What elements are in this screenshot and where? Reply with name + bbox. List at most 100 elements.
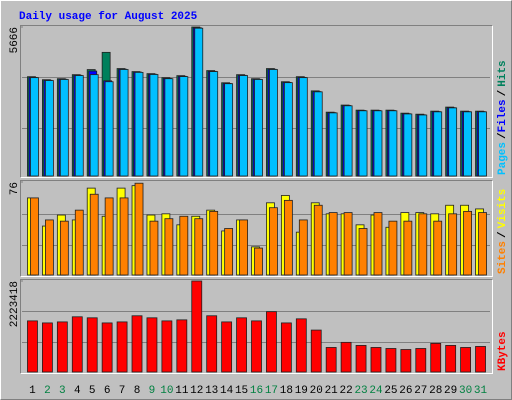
legend-entry: Pages (497, 142, 509, 175)
x-tick-label: 30 (459, 385, 472, 397)
x-tick-label: 14 (220, 385, 234, 397)
bar (403, 220, 413, 276)
x-tick-label: 28 (429, 385, 442, 397)
panel-shadow (20, 180, 493, 277)
bar (239, 75, 248, 177)
bar (42, 322, 53, 373)
bar (131, 315, 143, 373)
x-tick-label: 21 (325, 385, 339, 397)
bar (373, 212, 383, 276)
bar (269, 207, 278, 276)
bar (370, 347, 382, 373)
bar (86, 317, 98, 373)
bar (433, 220, 443, 276)
bar (448, 213, 458, 276)
bar (59, 79, 69, 177)
bar (325, 347, 337, 373)
x-tick-label: 11 (175, 385, 189, 397)
bar (295, 318, 307, 373)
bar (146, 317, 158, 373)
bar (71, 316, 83, 373)
bar (149, 74, 159, 177)
legend: Pages/Files/Hits (497, 60, 509, 175)
x-tick-label: 24 (369, 385, 383, 397)
bar (355, 345, 367, 373)
x-tick-label: 19 (295, 385, 308, 397)
x-tick-label: 15 (235, 385, 248, 397)
bar (298, 77, 308, 177)
bar (430, 342, 442, 373)
bar (388, 220, 398, 276)
bar (385, 348, 397, 373)
bar (269, 69, 278, 177)
bar (254, 247, 263, 276)
x-tick-label: 26 (399, 385, 412, 397)
bar (463, 111, 472, 177)
legend-entry: Visits (497, 189, 509, 229)
x-tick-label: 5 (89, 385, 96, 397)
x-tick-label: 31 (474, 385, 488, 397)
bar (194, 218, 204, 276)
bar (478, 111, 487, 177)
bar (224, 228, 234, 276)
legend-entry: Sites (497, 241, 509, 274)
bar (209, 210, 219, 276)
bar (254, 79, 263, 177)
bar (403, 113, 413, 177)
bar (448, 107, 458, 177)
bar (433, 111, 443, 177)
bar (224, 83, 234, 177)
x-tick-label: 2 (44, 385, 51, 397)
bar (313, 204, 323, 276)
x-tick-label: 27 (414, 385, 427, 397)
bar (45, 80, 54, 177)
bar (266, 311, 277, 373)
bar (89, 193, 99, 276)
x-tick-label: 22 (340, 385, 353, 397)
y-tick-label: 2223418 (9, 281, 21, 327)
bar (358, 228, 368, 276)
bar (206, 315, 218, 373)
bar (74, 209, 84, 276)
bar (179, 76, 189, 177)
bar (373, 110, 383, 177)
bar (358, 110, 368, 177)
bar (328, 112, 338, 177)
x-tick-label: 7 (119, 385, 126, 397)
bar (328, 212, 338, 276)
bar (45, 219, 54, 276)
bar (119, 69, 129, 177)
x-tick-label: 3 (59, 385, 66, 397)
legend-entry: Files (497, 99, 509, 132)
bar (343, 212, 353, 276)
bar (445, 345, 457, 373)
x-tick-label: 10 (160, 385, 173, 397)
bar (239, 219, 248, 276)
bar (310, 329, 322, 373)
bar (475, 346, 486, 373)
x-tick-label: 13 (205, 385, 218, 397)
bar (119, 197, 129, 276)
x-tick-label: 16 (250, 385, 263, 397)
x-tick-label: 6 (104, 385, 111, 397)
bar (191, 280, 203, 373)
x-tick-label: 12 (190, 385, 203, 397)
legend: Sites / Visits (497, 189, 509, 274)
bar (89, 74, 99, 177)
bar (478, 212, 487, 276)
bar (415, 348, 427, 373)
bar (134, 71, 144, 177)
bar (59, 220, 69, 276)
bar (388, 110, 398, 177)
x-tick-label: 25 (384, 385, 397, 397)
bar (343, 105, 353, 177)
bar (418, 213, 428, 276)
bar (134, 182, 144, 276)
bar (313, 91, 323, 177)
bar (251, 320, 262, 373)
bar (179, 215, 189, 276)
bar (116, 321, 128, 373)
y-tick-label: 76 (9, 182, 21, 195)
bar (298, 219, 308, 276)
bar (236, 317, 247, 373)
